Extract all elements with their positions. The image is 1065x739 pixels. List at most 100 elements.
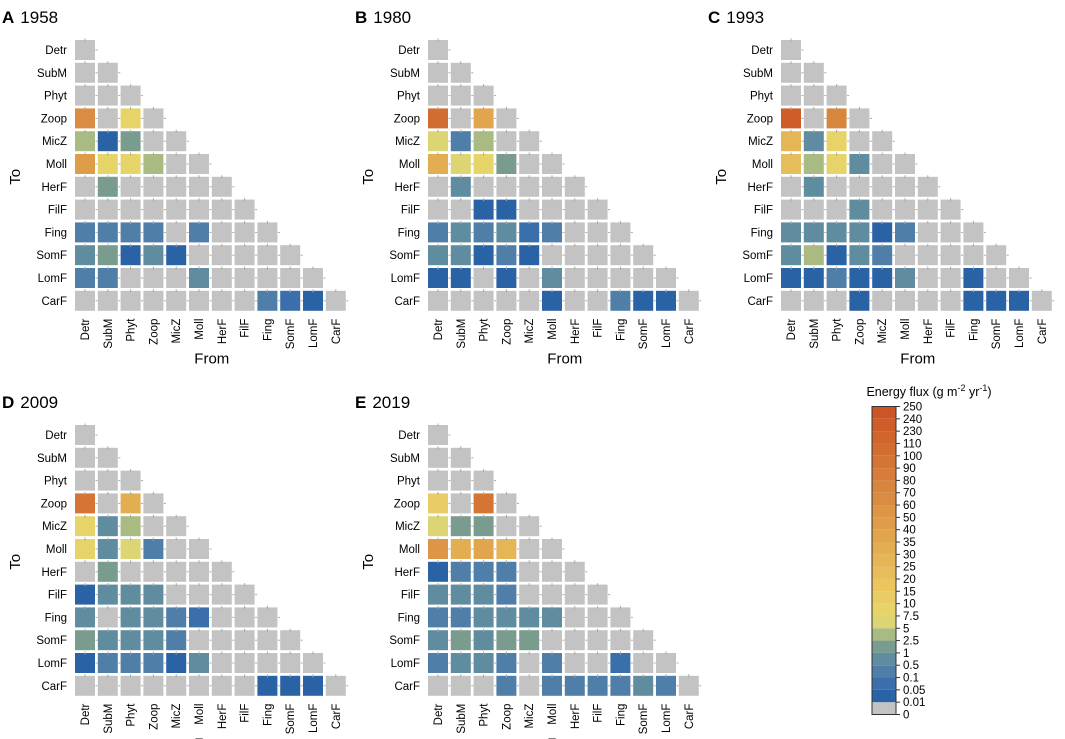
x-axis-title: From (194, 736, 229, 739)
heatmap-cell (280, 245, 301, 266)
heatmap-cell (143, 675, 164, 696)
panel-letter: C (708, 8, 720, 27)
legend-tick-label: 1 (903, 648, 909, 660)
legend-swatch (872, 689, 896, 703)
legend-tick-label: 0.05 (903, 685, 925, 697)
heatmap-cell (895, 222, 915, 243)
heatmap-cell (564, 607, 585, 628)
heatmap-cell (826, 268, 847, 288)
heatmap-cell (75, 607, 95, 628)
legend-swatch (872, 702, 896, 715)
row-label: FilF (401, 590, 420, 602)
legend-tick-label: 20 (903, 574, 916, 586)
heatmap-cell (97, 653, 118, 673)
heatmap-cell (542, 607, 562, 628)
x-axis-title: From (900, 351, 935, 368)
heatmap-cell (849, 131, 870, 152)
heatmap-cell (75, 154, 95, 174)
row-label: LomF (38, 273, 67, 285)
heatmap-cell (120, 245, 141, 266)
heatmap-cell (189, 561, 209, 582)
heatmap-cell (473, 653, 494, 673)
heatmap-cell (473, 131, 494, 152)
heatmap-cell (587, 245, 608, 266)
heatmap-cell (519, 199, 540, 220)
heatmap-cell (428, 222, 448, 243)
row-label: MicZ (748, 136, 773, 148)
heatmap-cell (895, 199, 915, 220)
heatmap-cell (917, 199, 938, 220)
column-label: MicZ (877, 319, 889, 344)
heatmap-cell (428, 561, 448, 582)
legend-swatch (872, 578, 896, 592)
heatmap-cell (564, 176, 585, 197)
column-label: LomF (308, 704, 320, 733)
legend-swatch (872, 615, 896, 629)
heatmap-cell (189, 539, 209, 559)
heatmap-cell (143, 290, 164, 311)
heatmap-cell (610, 675, 631, 696)
heatmap-cell (166, 176, 187, 197)
heatmap-cell (519, 561, 540, 582)
column-label: Phyt (126, 703, 138, 727)
heatmap-cell (97, 675, 118, 696)
heatmap-cell (189, 675, 209, 696)
heatmap-cell (211, 561, 232, 582)
column-label: HerF (217, 319, 229, 345)
panel-heading: A 1958 (2, 8, 58, 27)
heatmap-cell (75, 675, 95, 696)
heatmap-cell (120, 539, 141, 559)
heatmap-cell (895, 176, 915, 197)
heatmap-cell (473, 222, 494, 243)
heatmap-cell (97, 62, 118, 83)
heatmap-cell (428, 630, 448, 651)
heatmap-cell (542, 653, 562, 673)
heatmap-cell (473, 630, 494, 651)
y-axis-title: To (713, 169, 730, 185)
heatmap-cell (633, 675, 654, 696)
heatmap-cell (986, 290, 1007, 311)
heatmap-cell (587, 268, 608, 288)
heatmap-cell (120, 290, 141, 311)
heatmap-cell (940, 290, 961, 311)
legend-tick-label: 240 (903, 414, 922, 426)
legend-tick-label: 10 (903, 599, 916, 611)
row-label: Detr (45, 430, 67, 442)
heatmap-cell (428, 539, 448, 559)
heatmap-cell (257, 290, 278, 311)
heatmap-cell (1009, 290, 1029, 311)
heatmap-cell (428, 85, 448, 106)
heatmap-cell (75, 447, 95, 468)
heatmap-cell (872, 290, 893, 311)
heatmap-cell (496, 154, 517, 174)
row-label: CarF (394, 296, 420, 308)
legend-tick-label: 0.01 (903, 697, 925, 709)
heatmap-cell (97, 154, 118, 174)
heatmap-cell (428, 268, 448, 288)
heatmap-cell (75, 630, 95, 651)
heatmap-cell (519, 268, 540, 288)
column-label: Moll (194, 704, 206, 725)
row-label: MicZ (42, 521, 67, 533)
panel-heading: E 2019 (355, 393, 410, 412)
heatmap-cell (803, 222, 824, 243)
heatmap-cell (496, 245, 517, 266)
row-label: SomF (36, 635, 67, 647)
heatmap-cell (542, 199, 562, 220)
legend-swatch (872, 628, 896, 641)
heatmap-cell (189, 290, 209, 311)
x-axis-title: From (547, 736, 582, 739)
legend-swatch (872, 603, 896, 616)
column-label: LomF (308, 319, 320, 348)
heatmap-cell (633, 245, 654, 266)
legend-swatch (872, 418, 896, 432)
legend-swatch (872, 443, 896, 456)
row-label: CarF (747, 296, 773, 308)
heatmap-cell (872, 131, 893, 152)
legend-swatch (872, 665, 896, 678)
row-label: LomF (391, 273, 420, 285)
legend-tick-label: 15 (903, 586, 916, 598)
heatmap-cell (428, 290, 448, 311)
row-label: Fing (45, 227, 67, 239)
column-label: CarF (1037, 319, 1049, 345)
